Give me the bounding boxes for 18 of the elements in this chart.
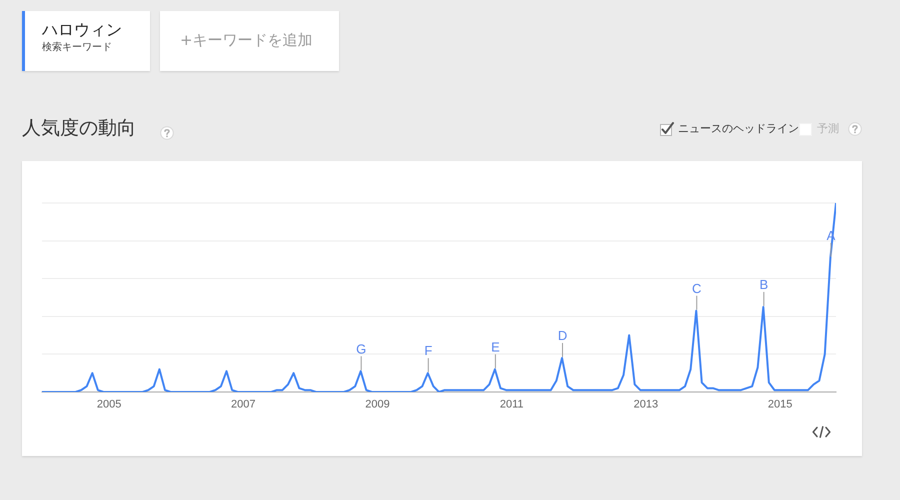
annotation: E [491, 339, 500, 354]
x-tick-label: 2011 [500, 398, 524, 411]
x-tick-label: 2005 [96, 398, 122, 411]
annotation: C [692, 280, 702, 296]
x-tick-label: 2015 [768, 398, 792, 411]
annotation: G [356, 341, 366, 356]
annotation: B [759, 277, 768, 292]
text: 予測 [817, 122, 839, 136]
x-tick-label: 2013 [634, 398, 658, 411]
annotation: D [558, 328, 568, 344]
chart-title: 人気度の動向 [22, 117, 136, 140]
text: 検索キーワード [42, 42, 112, 54]
annotation: F [424, 343, 432, 358]
text: +キーワードを追加 [180, 31, 313, 49]
text: ハロウィン [42, 20, 122, 40]
x-tick-label: 2009 [365, 398, 390, 411]
text: ニュースのヘッドライン [678, 122, 799, 136]
x-tick-label: 2007 [231, 398, 256, 411]
